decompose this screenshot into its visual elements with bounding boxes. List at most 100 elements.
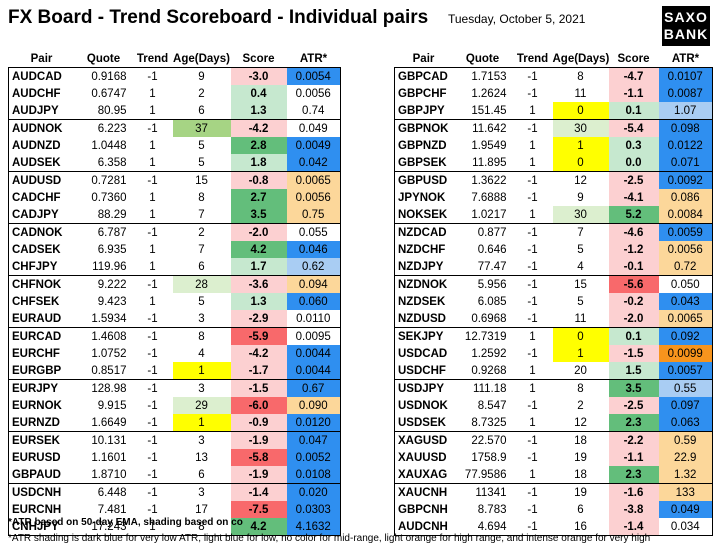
quote-cell: 1758.9 (471, 451, 507, 464)
trend-cell: 1 (149, 87, 156, 100)
footnote-atr-basis: *ATR based on 50-day EMA, shading based … (8, 517, 243, 528)
table-row: SEKJPY 12.7319 1 0 0.1 0.092 (394, 327, 713, 345)
trend-cell: -1 (527, 87, 538, 100)
table-row: CHFSEK 9.423 1 5 1.3 0.060 (8, 293, 341, 310)
atr-cell: 0.0092 (658, 171, 713, 189)
table-row: CADSEK 6.935 1 7 4.2 0.046 (8, 241, 341, 258)
table-row: CHFNOK 9.222 -1 28 -3.6 0.094 (8, 275, 341, 293)
pair-cell: AUDSEK (8, 154, 75, 172)
score-cell: 1.5 (608, 362, 659, 380)
atr-cell: 0.0052 (286, 449, 341, 466)
score-cell: -4.2 (230, 345, 287, 362)
col-header-age: Age(Days) (172, 50, 231, 68)
table-row: AUDNOK 6.223 -1 37 -4.2 0.049 (8, 119, 341, 137)
quote-cell: 6.935 (97, 243, 127, 256)
pair-cell: AUDJPY (8, 102, 75, 120)
trend-cell: -1 (527, 260, 538, 273)
trend-cell: 1 (149, 208, 156, 221)
age-cell: 15 (552, 275, 609, 293)
table-row: JPYNOK 7.6888 -1 9 -4.1 0.086 (394, 189, 713, 206)
table-row: EURUSD 1.1601 -1 13 -5.8 0.0052 (8, 449, 341, 466)
quote-cell: 1.0752 (91, 347, 127, 360)
quote-cell: 0.7360 (91, 191, 127, 204)
pair-cell: EURNOK (8, 397, 75, 414)
quote-cell: 9.222 (74, 275, 133, 293)
score-cell: -0.2 (608, 293, 659, 310)
score-cell: 3.5 (608, 379, 659, 397)
score-cell: -1.5 (608, 345, 659, 362)
pair-cell: EURCNH (8, 501, 75, 518)
trend-cell: 1 (149, 156, 156, 169)
atr-cell: 0.0120 (286, 414, 341, 432)
table-row: EURNOK 9.915 -1 29 -6.0 0.090 (8, 397, 341, 414)
quote-cell: 8.783 (477, 503, 507, 516)
quote-cell: 1.8710 (91, 468, 127, 481)
atr-cell: 4.1632 (286, 518, 341, 536)
quote-cell: 1.5934 (91, 312, 127, 325)
score-cell: 1.7 (230, 258, 287, 276)
pair-cell: AUDCAD (8, 67, 75, 85)
pair-cell: USDNOK (394, 397, 453, 414)
trend-cell: -1 (147, 347, 158, 360)
table-row: XAGUSD 22.570 -1 18 -2.2 0.59 (394, 431, 713, 449)
score-cell: -5.8 (230, 449, 287, 466)
pair-cell: GBPJPY (394, 102, 453, 120)
table-row: GBPAUD 1.8710 -1 6 -1.9 0.0108 (8, 466, 341, 484)
atr-cell: 1.07 (658, 102, 713, 120)
age-cell: 7 (198, 243, 205, 256)
atr-cell: 0.0057 (658, 362, 713, 380)
atr-cell: 0.59 (658, 431, 713, 449)
atr-cell: 0.0099 (658, 345, 713, 362)
score-cell: 4.2 (230, 241, 287, 258)
score-cell: -4.2 (230, 119, 287, 137)
pair-cell: AUDCNH (394, 518, 453, 536)
atr-cell: 0.049 (658, 501, 713, 518)
age-cell: 7 (552, 223, 609, 241)
score-cell: 4.2 (230, 518, 287, 536)
pair-cell: CNHJPY (8, 518, 75, 536)
pair-cell: NZDCAD (394, 223, 453, 241)
atr-cell: 0.0056 (658, 241, 713, 258)
atr-cell: 0.063 (658, 414, 713, 432)
score-cell: -2.2 (608, 431, 659, 449)
atr-cell: 0.62 (286, 258, 341, 276)
table-row: AUDCAD 0.9168 -1 9 -3.0 0.0054 (8, 67, 341, 85)
col-header-quote: Quote (452, 50, 513, 68)
trend-cell: -1 (527, 191, 538, 204)
atr-cell: 0.050 (658, 275, 713, 293)
trend-cell: -1 (512, 171, 553, 189)
pair-cell: XAUCNH (394, 483, 453, 501)
table-row: CADNOK 6.787 -1 2 -2.0 0.055 (8, 223, 341, 241)
score-cell: 0.1 (608, 102, 659, 120)
atr-cell: 0.046 (286, 241, 341, 258)
table-row: NOKSEK 1.0217 1 30 5.2 0.0084 (394, 206, 713, 224)
age-cell: 1 (172, 362, 231, 380)
pair-cell: USDSEK (394, 414, 453, 432)
quote-cell: 1.0448 (91, 139, 127, 152)
pair-cell: NZDSEK (394, 293, 453, 310)
table-row: GBPUSD 1.3622 -1 12 -2.5 0.0092 (394, 171, 713, 189)
pair-cell: NZDCHF (394, 241, 453, 258)
trend-cell: -1 (132, 275, 173, 293)
pair-cell: GBPCHF (394, 85, 453, 102)
score-cell: -1.4 (608, 518, 659, 536)
pair-cell: NOKSEK (394, 206, 453, 224)
table-row: AUDCNH 4.694 -1 16 -1.4 0.034 (394, 518, 713, 536)
quote-cell: 1.3622 (452, 171, 513, 189)
quote-cell: 10.131 (74, 431, 133, 449)
table-row: USDNOK 8.547 -1 2 -2.5 0.097 (394, 397, 713, 414)
atr-cell: 0.0059 (658, 223, 713, 241)
score-cell: 1.3 (230, 102, 287, 120)
atr-cell: 0.020 (286, 483, 341, 501)
atr-cell: 0.034 (658, 518, 713, 536)
pair-cell: CHFJPY (8, 258, 75, 276)
header-row: Pair Quote Trend Age(Days) Score ATR* (394, 50, 713, 68)
trend-cell: 1 (149, 243, 156, 256)
age-cell: 30 (552, 206, 609, 224)
pair-cell: EURCHF (8, 345, 75, 362)
quote-cell: 80.95 (97, 104, 127, 117)
age-cell: 6 (198, 468, 205, 481)
pair-cell: AUDUSD (8, 171, 75, 189)
score-cell: -5.6 (608, 275, 659, 293)
age-cell: 12 (552, 171, 609, 189)
